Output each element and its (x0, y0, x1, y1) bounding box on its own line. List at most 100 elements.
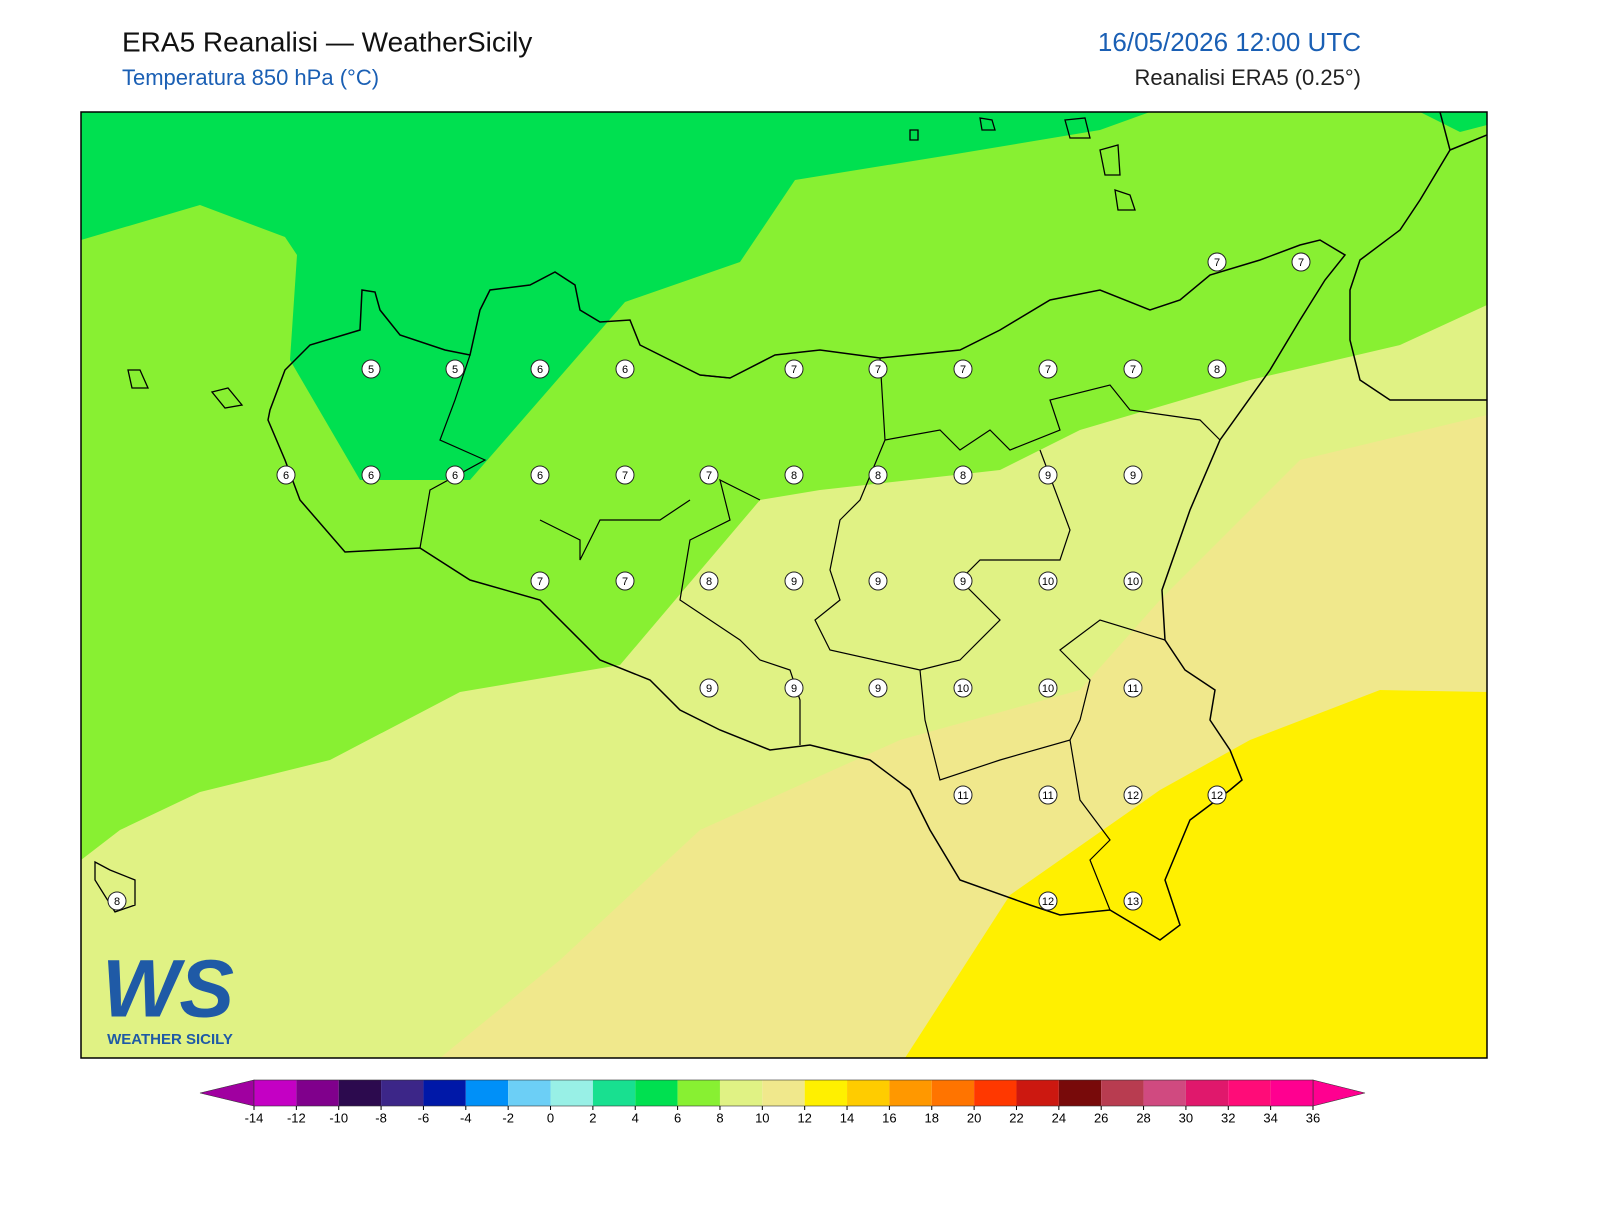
colorbar-segment (1270, 1080, 1313, 1106)
station-value: 9 (960, 576, 966, 588)
station-marker (1038, 891, 1058, 911)
station-marker (445, 465, 465, 485)
colorbar-segment (381, 1080, 424, 1106)
colorbar-tick-label: 6 (674, 1110, 681, 1125)
station-value: 5 (368, 364, 374, 376)
colorbar-segment (550, 1080, 593, 1106)
station-value: 12 (1211, 790, 1223, 802)
colorbar-tick-label: 20 (967, 1110, 981, 1125)
station-value: 9 (1130, 470, 1136, 482)
colorbar-segment (465, 1080, 509, 1106)
band (1420, 112, 1487, 132)
station-value: 8 (791, 470, 797, 482)
colorbar-segment (254, 1080, 297, 1106)
station-value: 8 (706, 576, 712, 588)
colorbar-tick-label: -4 (460, 1110, 472, 1125)
station-marker (361, 359, 381, 379)
logo-mark: WS (102, 944, 234, 1035)
station-value: 9 (706, 683, 712, 695)
station-marker (868, 571, 888, 591)
station-marker (276, 465, 296, 485)
station-value: 13 (1127, 896, 1139, 908)
station-marker (1038, 359, 1058, 379)
station-marker (615, 465, 635, 485)
station-marker (784, 571, 804, 591)
station-value: 9 (875, 683, 881, 695)
colorbar-tick-label: -6 (418, 1110, 430, 1125)
station-value: 9 (791, 576, 797, 588)
colorbar-tick-label: 12 (797, 1110, 811, 1125)
map-frame (80, 111, 1488, 1059)
station-value: 11 (957, 790, 968, 802)
source: Reanalisi ERA5 (0.25°) (1135, 65, 1361, 90)
colorbar-segment (1228, 1080, 1271, 1106)
station-value: 10 (1042, 576, 1054, 588)
station-marker (1123, 785, 1143, 805)
colorbar-over (1312, 1079, 1366, 1107)
station-value: 7 (875, 364, 881, 376)
colorbar-segment (762, 1080, 805, 1106)
colorbar-segment (1143, 1080, 1186, 1106)
province-borders (419, 354, 1221, 911)
colorbar-tick-label: 10 (755, 1110, 769, 1125)
station-value: 9 (875, 576, 881, 588)
station-marker (784, 465, 804, 485)
islands (94, 117, 1136, 913)
station-marker (699, 465, 719, 485)
station-marker (1123, 465, 1143, 485)
station-value: 9 (791, 683, 797, 695)
station-marker (1038, 465, 1058, 485)
colorbar-segment (1185, 1080, 1229, 1106)
station-value: 7 (960, 364, 966, 376)
station-marker (1123, 678, 1143, 698)
station-value: 7 (1130, 364, 1136, 376)
colorbar-tick-label: -2 (502, 1110, 514, 1125)
colorbar-segment (1058, 1080, 1102, 1106)
colorbar-segment (508, 1080, 551, 1106)
station-value: 8 (960, 470, 966, 482)
station-value: 6 (537, 364, 543, 376)
station-value: 7 (1298, 257, 1304, 269)
title: ERA5 Reanalisi — WeatherSicily (122, 26, 532, 57)
colorbar-segment (931, 1080, 975, 1106)
colorbar-tick-label: -10 (329, 1110, 348, 1125)
station-marker (530, 465, 550, 485)
station-value: 12 (1127, 790, 1139, 802)
station-marker (784, 359, 804, 379)
colorbar-segment (592, 1080, 636, 1106)
station-marker (361, 465, 381, 485)
colorbar-tick-label: 16 (882, 1110, 896, 1125)
station-marker (445, 359, 465, 379)
colorbar-segment (338, 1080, 382, 1106)
station-marker (953, 785, 973, 805)
band (905, 690, 1487, 1058)
station-marker (868, 678, 888, 698)
calabria-coast (1349, 112, 1487, 401)
station-value: 6 (368, 470, 374, 482)
colorbar-tick-label: 34 (1263, 1110, 1277, 1125)
sicily-coast (267, 239, 1347, 941)
station-marker (1123, 571, 1143, 591)
station-marker (868, 359, 888, 379)
colorbar-tick-label: 0 (547, 1110, 554, 1125)
colorbar-tick-label: 18 (925, 1110, 939, 1125)
station-value: 11 (1127, 683, 1138, 695)
colorbar-segment (635, 1080, 678, 1106)
station-value: 6 (537, 470, 543, 482)
colorbar-segment (974, 1080, 1017, 1106)
colorbar-tick-label: 14 (840, 1110, 854, 1125)
station-marker (699, 678, 719, 698)
station-marker (953, 678, 973, 698)
colorbar-under (199, 1079, 255, 1107)
colorbar: -14 -12 -10 -8 -6 -4 -2 0 2 4 6 8 10 12 14 16 18 20 22 24 26… (199, 1079, 1366, 1125)
colorbar-segment (719, 1080, 763, 1106)
station-marker (953, 571, 973, 591)
colorbar-tick-label: 36 (1306, 1110, 1320, 1125)
station-value: 10 (1127, 576, 1139, 588)
station-value: 7 (1214, 257, 1220, 269)
station-value: 7 (1045, 364, 1051, 376)
station-marker (1207, 359, 1227, 379)
station-marker (953, 359, 973, 379)
